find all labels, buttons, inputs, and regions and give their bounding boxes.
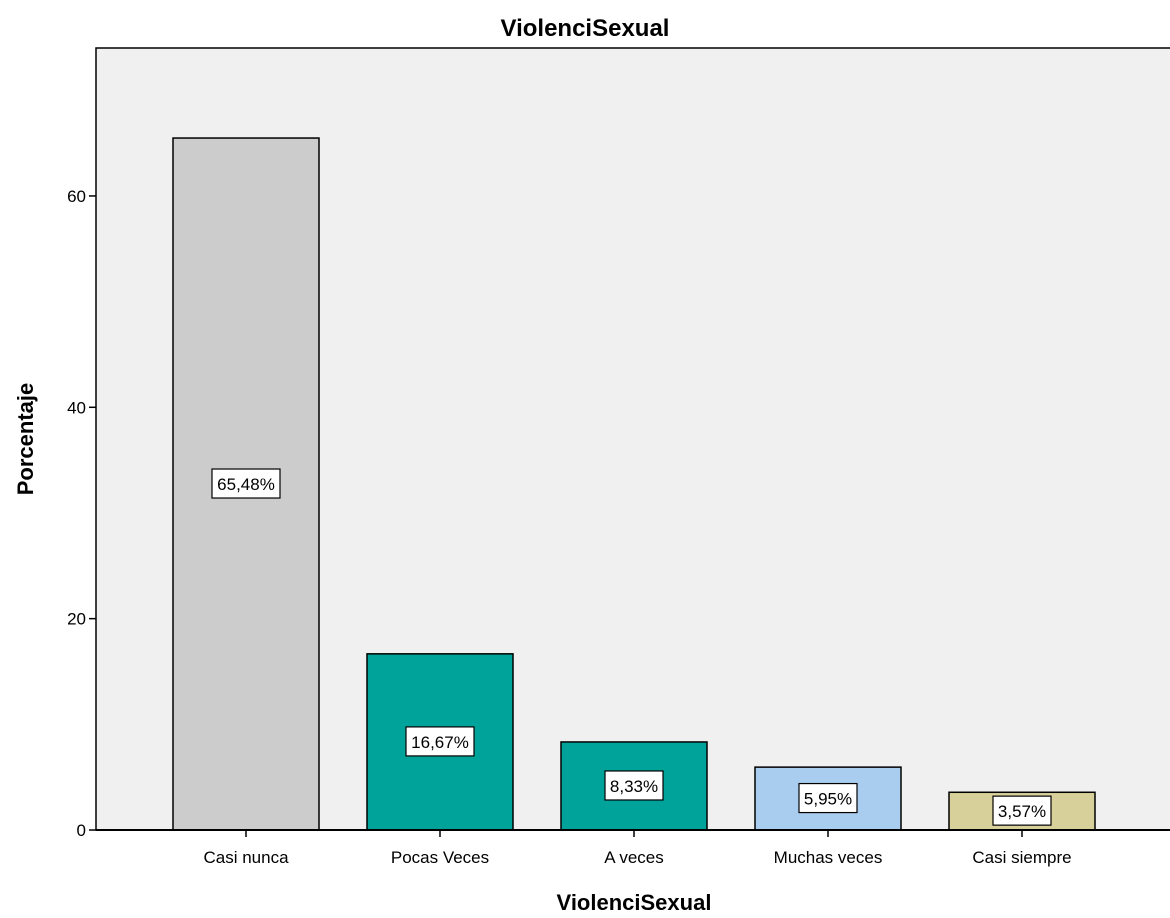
y-tick-label: 40 xyxy=(67,398,86,417)
data-label: 5,95% xyxy=(804,790,852,809)
y-tick-label: 60 xyxy=(67,187,86,206)
x-axis-label: ViolenciSexual xyxy=(557,890,712,915)
x-tick-label: Muchas veces xyxy=(774,848,883,867)
data-label: 16,67% xyxy=(411,733,469,752)
y-tick-label: 0 xyxy=(77,821,86,840)
data-label-box xyxy=(604,770,664,801)
y-axis: 0 20 40 60 xyxy=(67,187,96,840)
x-tick-label: Casi siempre xyxy=(972,848,1071,867)
chart-title: ViolenciSexual xyxy=(501,15,670,42)
x-axis: Casi nunca Pocas Veces A veces Muchas veces… xyxy=(203,830,1072,867)
x-tick-label: Pocas Veces xyxy=(391,848,489,867)
x-tick-label: Casi nunca xyxy=(203,848,289,867)
y-axis-label: Porcentaje xyxy=(13,383,38,496)
data-label-box xyxy=(211,468,281,499)
data-label: 8,33% xyxy=(610,777,658,796)
data-label-box xyxy=(992,795,1052,826)
x-tick-label: A veces xyxy=(604,848,664,867)
y-tick-label: 20 xyxy=(67,610,86,629)
data-label: 65,48% xyxy=(217,475,275,494)
data-label-box xyxy=(798,782,858,814)
data-label: 3,57% xyxy=(998,802,1046,821)
data-label-box xyxy=(405,726,475,757)
bars: 65,48% 16,67% 8,33% 5,95% 3,57% xyxy=(172,137,1096,831)
